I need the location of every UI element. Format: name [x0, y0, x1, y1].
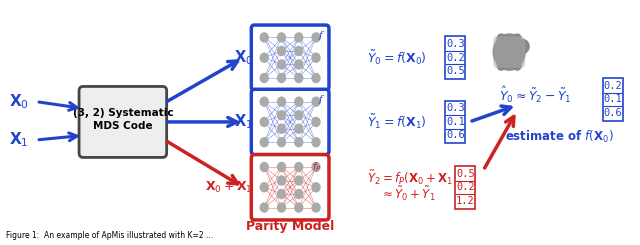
- Circle shape: [312, 33, 320, 42]
- Circle shape: [278, 203, 285, 212]
- FancyBboxPatch shape: [445, 36, 465, 79]
- Text: 0.6: 0.6: [446, 130, 465, 140]
- Circle shape: [260, 33, 268, 42]
- Circle shape: [312, 117, 320, 126]
- Text: 0.2: 0.2: [446, 53, 465, 63]
- Text: $\mathbf{X}_1$: $\mathbf{X}_1$: [10, 131, 29, 149]
- Circle shape: [312, 162, 320, 171]
- Circle shape: [517, 40, 529, 53]
- Text: $\mathbf{X}_0 + \mathbf{X}_1$: $\mathbf{X}_0 + \mathbf{X}_1$: [205, 180, 252, 195]
- Text: $\hat{Y}_0 \approx \tilde{Y}_2 - \tilde{Y}_1$: $\hat{Y}_0 \approx \tilde{Y}_2 - \tilde{…: [499, 85, 572, 105]
- Circle shape: [260, 203, 268, 212]
- Circle shape: [278, 47, 285, 55]
- Text: $\tilde{Y}_2 = f_P(\mathbf{X}_0 + \mathbf{X}_1)$: $\tilde{Y}_2 = f_P(\mathbf{X}_0 + \mathb…: [367, 169, 458, 187]
- Circle shape: [260, 53, 268, 62]
- Circle shape: [278, 97, 285, 106]
- Text: Parity Model: Parity Model: [246, 220, 334, 233]
- Circle shape: [295, 33, 303, 42]
- Circle shape: [295, 190, 303, 198]
- Circle shape: [312, 138, 320, 147]
- FancyBboxPatch shape: [79, 86, 166, 158]
- Text: estimate of $f(\mathbf{X}_0)$: estimate of $f(\mathbf{X}_0)$: [504, 129, 613, 145]
- Text: $\tilde{Y}_0 = f(\mathbf{X}_0)$: $\tilde{Y}_0 = f(\mathbf{X}_0)$: [367, 49, 427, 67]
- Circle shape: [312, 74, 320, 83]
- FancyBboxPatch shape: [456, 166, 476, 209]
- Circle shape: [493, 34, 525, 70]
- Circle shape: [295, 97, 303, 106]
- Circle shape: [260, 162, 268, 171]
- FancyBboxPatch shape: [603, 78, 623, 121]
- Circle shape: [260, 183, 268, 192]
- Text: (3, 2) Systematic: (3, 2) Systematic: [72, 108, 173, 118]
- Text: f: f: [318, 31, 322, 40]
- Circle shape: [295, 162, 303, 171]
- Circle shape: [278, 124, 285, 133]
- Circle shape: [260, 97, 268, 106]
- Circle shape: [278, 162, 285, 171]
- Circle shape: [513, 34, 521, 43]
- FancyBboxPatch shape: [445, 100, 465, 143]
- Circle shape: [513, 61, 521, 70]
- Text: Figure 1:  An example of ApMis illustrated with K=2 ...: Figure 1: An example of ApMis illustrate…: [6, 231, 214, 240]
- Text: f: f: [318, 95, 322, 104]
- Circle shape: [312, 183, 320, 192]
- Text: $\approx \tilde{Y}_0 + \tilde{Y}_1$: $\approx \tilde{Y}_0 + \tilde{Y}_1$: [380, 185, 435, 203]
- Text: 0.3: 0.3: [446, 103, 465, 113]
- Circle shape: [278, 176, 285, 185]
- Text: 0.6: 0.6: [604, 108, 622, 118]
- FancyBboxPatch shape: [252, 89, 329, 155]
- Circle shape: [278, 60, 285, 69]
- Circle shape: [295, 176, 303, 185]
- Circle shape: [497, 34, 505, 43]
- Text: $\mathbf{X}_0$: $\mathbf{X}_0$: [234, 48, 253, 67]
- Circle shape: [295, 203, 303, 212]
- Text: MDS Code: MDS Code: [93, 122, 153, 132]
- Text: 0.3: 0.3: [446, 39, 465, 49]
- Text: 0.1: 0.1: [604, 94, 622, 104]
- Circle shape: [260, 74, 268, 83]
- Circle shape: [278, 33, 285, 42]
- Circle shape: [295, 111, 303, 120]
- Text: $f_P$: $f_P$: [312, 160, 322, 174]
- Circle shape: [312, 203, 320, 212]
- Circle shape: [260, 138, 268, 147]
- Text: $\mathbf{X}_0$: $\mathbf{X}_0$: [10, 92, 29, 111]
- Circle shape: [278, 74, 285, 83]
- Circle shape: [278, 111, 285, 120]
- Circle shape: [295, 124, 303, 133]
- Text: 0.5: 0.5: [446, 66, 465, 76]
- Circle shape: [278, 138, 285, 147]
- Circle shape: [295, 74, 303, 83]
- Text: $\tilde{Y}_1 = f(\mathbf{X}_1)$: $\tilde{Y}_1 = f(\mathbf{X}_1)$: [367, 113, 427, 131]
- Text: 0.2: 0.2: [456, 182, 475, 192]
- Circle shape: [295, 138, 303, 147]
- FancyBboxPatch shape: [252, 25, 329, 90]
- Text: $\mathbf{X}_1$: $\mathbf{X}_1$: [234, 113, 253, 131]
- Circle shape: [497, 61, 505, 70]
- Circle shape: [278, 190, 285, 198]
- Circle shape: [260, 117, 268, 126]
- FancyBboxPatch shape: [493, 36, 525, 68]
- Circle shape: [312, 97, 320, 106]
- Text: 1.2: 1.2: [456, 196, 475, 206]
- Circle shape: [295, 60, 303, 69]
- Text: 0.2: 0.2: [604, 81, 622, 91]
- Text: 0.5: 0.5: [456, 169, 475, 179]
- Circle shape: [312, 53, 320, 62]
- FancyBboxPatch shape: [252, 155, 329, 220]
- Circle shape: [295, 47, 303, 55]
- Text: 0.1: 0.1: [446, 117, 465, 127]
